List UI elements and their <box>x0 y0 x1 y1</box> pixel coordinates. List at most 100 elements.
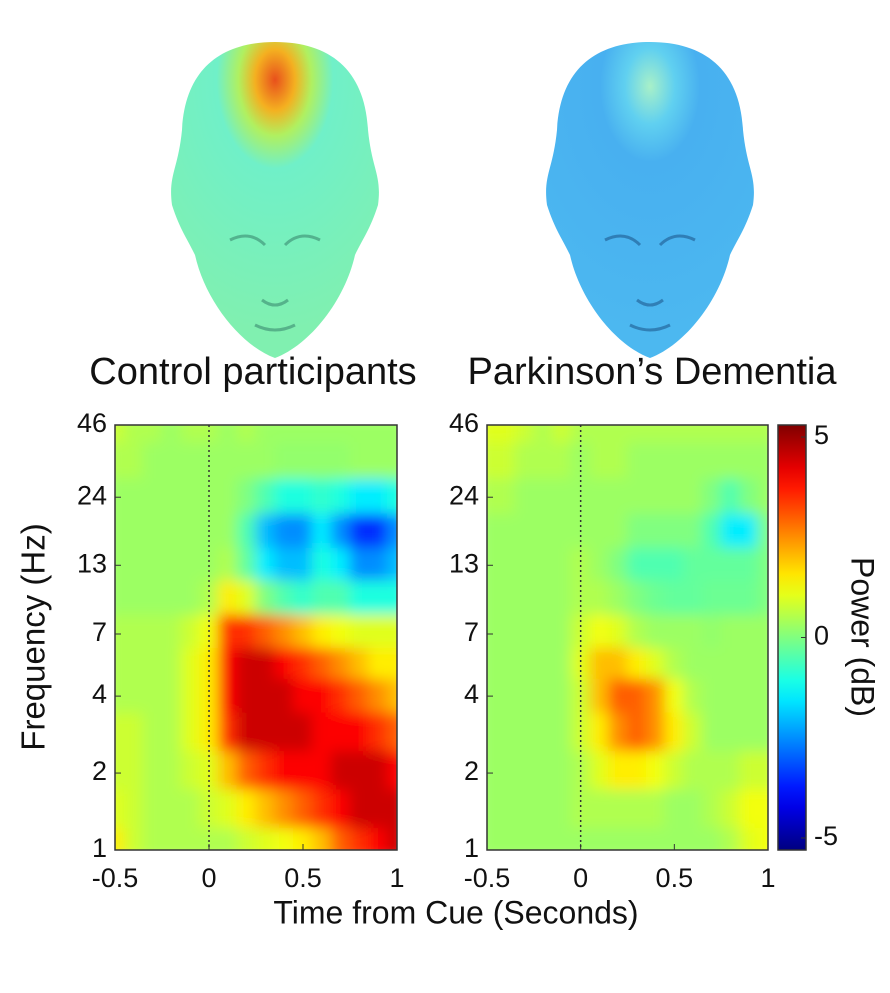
heat-cell <box>645 677 666 713</box>
heat-cell <box>180 441 201 479</box>
heat-cell <box>570 425 591 443</box>
heat-cell <box>487 579 497 615</box>
heat-cell <box>142 477 163 514</box>
x-tick-label: 0.5 <box>656 863 694 893</box>
heat-cell <box>739 711 760 752</box>
heat-cell <box>217 546 238 581</box>
heat-cell <box>664 646 685 679</box>
heat-cell <box>368 512 389 548</box>
plot-frame <box>486 424 769 851</box>
heat-cell <box>123 646 144 679</box>
heat-cell <box>236 613 257 648</box>
heat-cell <box>123 788 144 828</box>
heat-cell <box>514 750 535 790</box>
heat-cell <box>217 826 238 850</box>
heat-cell <box>645 613 666 648</box>
heat-cell <box>664 677 685 713</box>
heat-cell <box>330 646 351 679</box>
heat-cell <box>123 512 144 548</box>
heat-cell <box>161 613 182 648</box>
heat-cell <box>199 425 219 443</box>
heat-cell <box>701 677 722 713</box>
heat-cell <box>236 441 257 479</box>
heatmap <box>487 425 768 850</box>
heat-cell <box>664 788 685 828</box>
panel-title: Parkinson’s Dementia <box>468 351 838 393</box>
heat-cell <box>387 677 397 713</box>
heat-cell <box>217 613 238 648</box>
heat-cell <box>236 579 257 615</box>
heat-cell <box>495 546 516 581</box>
heat-cell <box>255 711 276 752</box>
heat-cell <box>683 512 703 548</box>
heat-cell <box>487 750 497 790</box>
heat-cell <box>570 546 591 581</box>
heat-cell <box>368 711 389 752</box>
heat-cell <box>293 512 313 548</box>
heat-cell <box>608 477 628 514</box>
heat-cell <box>589 579 610 615</box>
heat-cell <box>683 711 703 752</box>
heat-cell <box>311 826 332 850</box>
heat-cell <box>142 750 163 790</box>
heat-cell <box>487 711 497 752</box>
x-tick-label: 0 <box>201 863 216 893</box>
heat-cell <box>739 788 760 828</box>
heat-cell <box>701 750 722 790</box>
panel-title: Control participants <box>89 351 416 393</box>
heat-cell <box>330 750 351 790</box>
heat-cell <box>627 750 647 790</box>
y-tick-label: 46 <box>77 408 107 438</box>
heat-cell <box>683 677 703 713</box>
y-tick-label: 13 <box>449 548 479 578</box>
heat-cell <box>552 477 572 514</box>
heat-cell <box>236 788 257 828</box>
heat-cell <box>627 646 647 679</box>
heat-cell <box>274 613 295 648</box>
heat-cell <box>758 613 768 648</box>
heat-cell <box>589 750 610 790</box>
heat-cell <box>142 546 163 581</box>
heat-cell <box>495 826 516 850</box>
heat-cell <box>180 477 201 514</box>
heat-cell <box>701 826 722 850</box>
heat-cell <box>368 826 389 850</box>
heat-cell <box>161 711 182 752</box>
heat-cell <box>533 546 554 581</box>
heat-cell <box>123 711 144 752</box>
y-tick-label: 7 <box>464 617 479 647</box>
heat-cell <box>368 441 389 479</box>
heat-cell <box>293 750 313 790</box>
heat-cell <box>683 425 703 443</box>
heat-cell <box>142 677 163 713</box>
heat-cell <box>495 512 516 548</box>
heat-cell <box>645 750 666 790</box>
heat-cell <box>255 788 276 828</box>
heat-cell <box>739 750 760 790</box>
heat-cell <box>199 826 219 850</box>
heat-cell <box>720 646 741 679</box>
heat-cell <box>349 788 370 828</box>
heat-cell <box>701 441 722 479</box>
heat-cell <box>199 546 219 581</box>
heat-cell <box>552 646 572 679</box>
heat-cell <box>533 477 554 514</box>
heat-cell <box>311 788 332 828</box>
heat-cell <box>533 579 554 615</box>
heat-cell <box>739 477 760 514</box>
heat-cell <box>627 477 647 514</box>
heat-cell <box>720 788 741 828</box>
heat-cell <box>645 441 666 479</box>
heat-cell <box>514 826 535 850</box>
heat-cell <box>533 826 554 850</box>
heat-cell <box>514 512 535 548</box>
heat-cell <box>387 750 397 790</box>
heat-cell <box>701 425 722 443</box>
heat-cell <box>627 546 647 581</box>
heat-cell <box>552 441 572 479</box>
heat-cell <box>533 750 554 790</box>
heat-cell <box>683 646 703 679</box>
heat-cell <box>720 613 741 648</box>
heat-cell <box>552 425 572 443</box>
